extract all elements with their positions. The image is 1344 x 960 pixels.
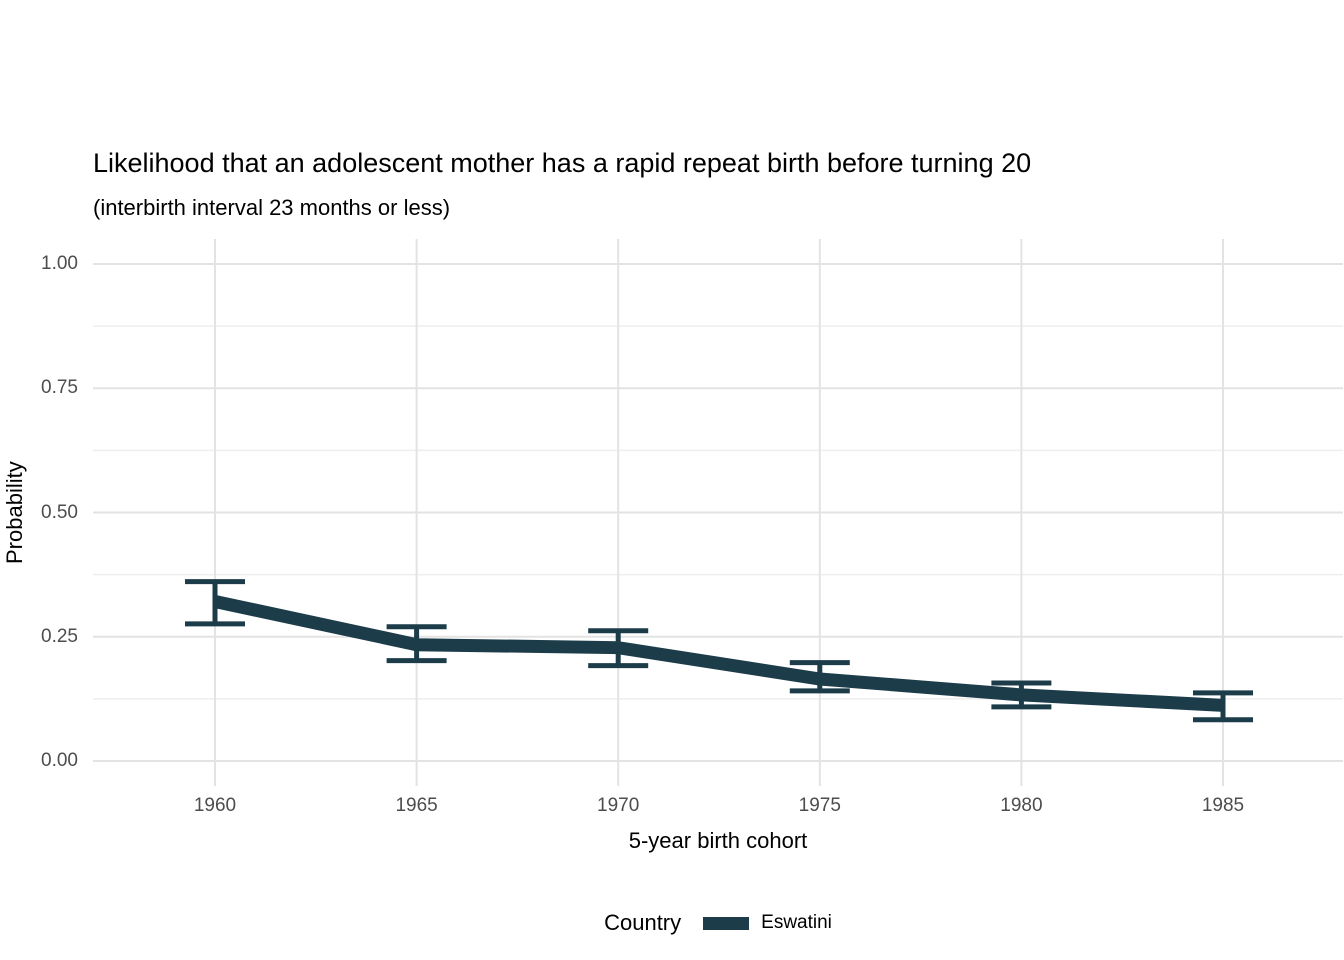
y-axis-tick-label: 0.50 [41,501,78,523]
legend-label-eswatini: Eswatini [761,912,832,933]
x-axis-tick-label: 1975 [798,795,841,816]
x-axis-tick-label: 1965 [395,795,438,816]
x-axis-tick-label: 1970 [597,795,640,816]
chart-title: Likelihood that an adolescent mother has… [93,148,1032,178]
legend: Country Eswatini [93,899,1343,947]
y-axis-tick-labels: 0.00 0.25 0.50 0.75 1.00 [0,0,80,960]
y-axis-tick-label: 0.25 [41,625,78,647]
plot-panel [93,239,1343,786]
legend-key-line-swatch [703,916,750,930]
series-line-eswatini [213,595,1224,712]
x-axis-tick-label: 1985 [1201,795,1245,816]
x-axis-tick-label: 1960 [193,795,237,816]
x-axis-tick-label: 1980 [1000,795,1043,816]
chart-subtitle: (interbirth interval 23 months or less) [93,195,451,220]
x-axis-title: 5-year birth cohort [628,828,808,853]
y-axis-tick-label: 0.75 [41,377,78,399]
legend-title: Country [604,910,682,935]
y-axis-tick-label: 1.00 [41,253,78,274]
y-axis-tick-label: 0.00 [41,750,78,771]
